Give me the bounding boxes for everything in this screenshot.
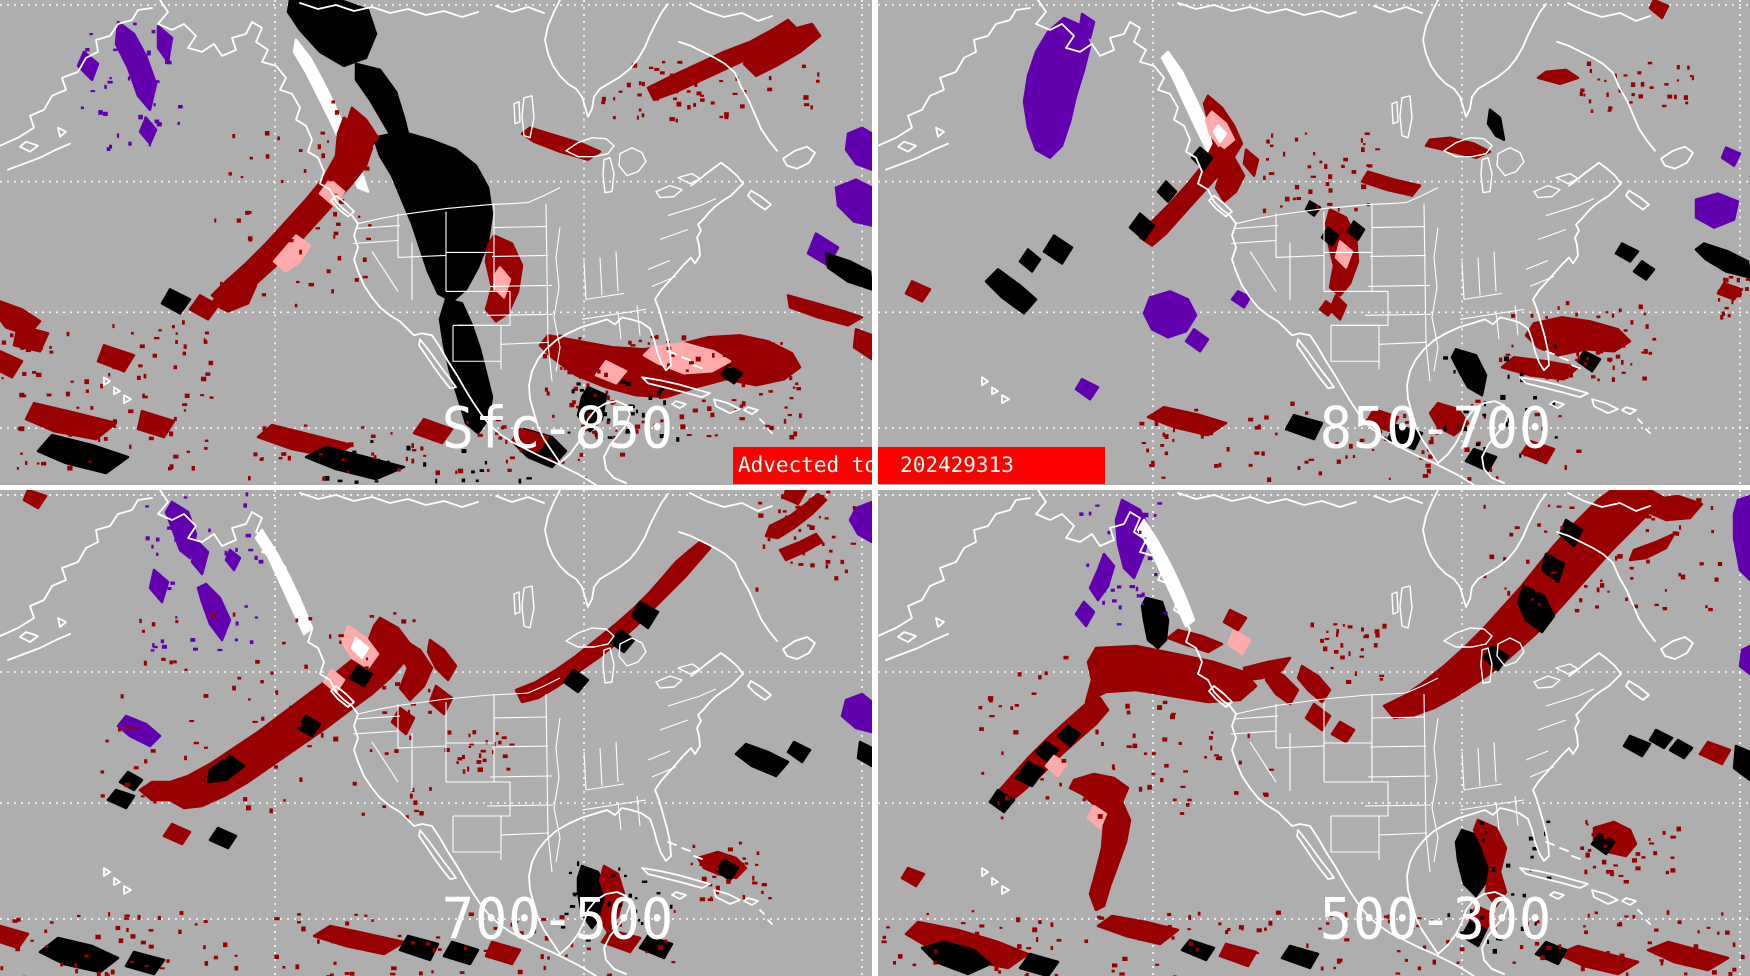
panel-500-300: 500-300 <box>878 490 1750 976</box>
map-850-700 <box>878 0 1750 485</box>
banner-prefix-text: Advected to <box>738 453 878 477</box>
panel-850-700: 850-700 <box>878 0 1750 485</box>
panel-divider-horizontal <box>0 485 1750 490</box>
panel-sfc-850: Sfc-850 <box>0 0 872 485</box>
map-sfc-850 <box>0 0 872 485</box>
map-500-300 <box>878 490 1750 976</box>
banner-timestamp-value: 202429313 <box>900 453 1014 477</box>
map-700-500 <box>0 490 872 976</box>
advection-banner: Advected to 202429313 <box>733 447 1105 484</box>
panel-700-500: 700-500 <box>0 490 872 976</box>
